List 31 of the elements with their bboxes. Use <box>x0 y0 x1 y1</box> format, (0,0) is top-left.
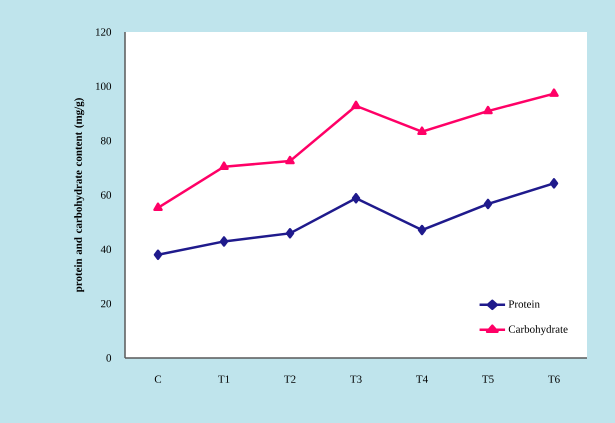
point <box>154 250 162 260</box>
point <box>418 224 426 236</box>
point <box>549 88 559 97</box>
y-tick-label: 80 <box>100 136 112 144</box>
point <box>417 126 427 135</box>
point <box>483 106 493 114</box>
x-tick-label: T3 <box>350 376 362 383</box>
y-axis-title: protein and carbohydrate content (mg/g) <box>74 98 84 292</box>
x-tick-label: T2 <box>284 376 296 383</box>
point <box>220 236 228 247</box>
y-tick-label: 60 <box>100 191 112 199</box>
x-tick-label: C <box>154 376 162 383</box>
point <box>153 202 163 212</box>
point <box>285 156 295 164</box>
y-tick-label: 20 <box>101 300 112 308</box>
x-tick-label: T4 <box>416 376 428 383</box>
point <box>351 100 361 110</box>
legend-label: Protein <box>508 300 540 308</box>
y-tick-label: 100 <box>96 82 112 90</box>
point <box>352 193 360 204</box>
point <box>286 228 294 239</box>
x-tick-label: T6 <box>548 376 560 383</box>
point <box>550 178 558 189</box>
legend-label: Carbohydrate <box>508 325 568 336</box>
y-tick-label: 120 <box>96 28 112 36</box>
y-tick-label: 0 <box>106 354 112 362</box>
point <box>484 198 492 210</box>
point <box>219 161 229 170</box>
x-tick-label: T5 <box>482 376 494 383</box>
x-tick-label: T1 <box>218 376 230 383</box>
y-tick-label: 40 <box>100 246 112 254</box>
